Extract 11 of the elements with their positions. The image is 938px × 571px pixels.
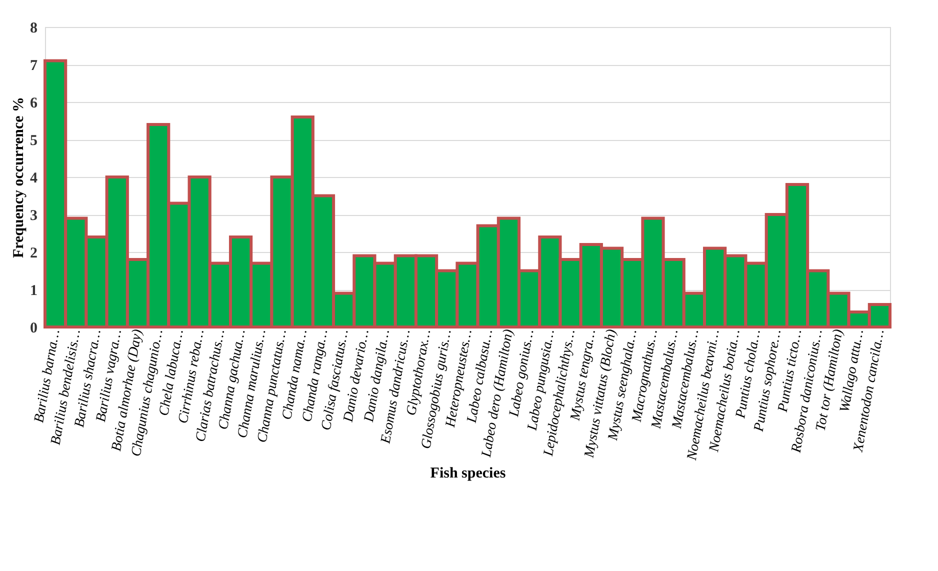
- y-tick-label: 7: [30, 58, 38, 74]
- x-axis-title: Fish species: [430, 465, 506, 482]
- y-tick-label: 4: [30, 170, 38, 186]
- y-tick-label: 1: [30, 283, 38, 299]
- y-tick-label: 0: [30, 320, 38, 336]
- y-tick-label: 5: [30, 133, 38, 149]
- y-tick-label: 6: [30, 96, 38, 112]
- y-axis-title: Frequency occurrence %: [11, 96, 27, 258]
- y-tick-label: 2: [30, 246, 38, 262]
- y-tick-label: 3: [30, 208, 38, 224]
- y-tick-label: 8: [30, 20, 38, 36]
